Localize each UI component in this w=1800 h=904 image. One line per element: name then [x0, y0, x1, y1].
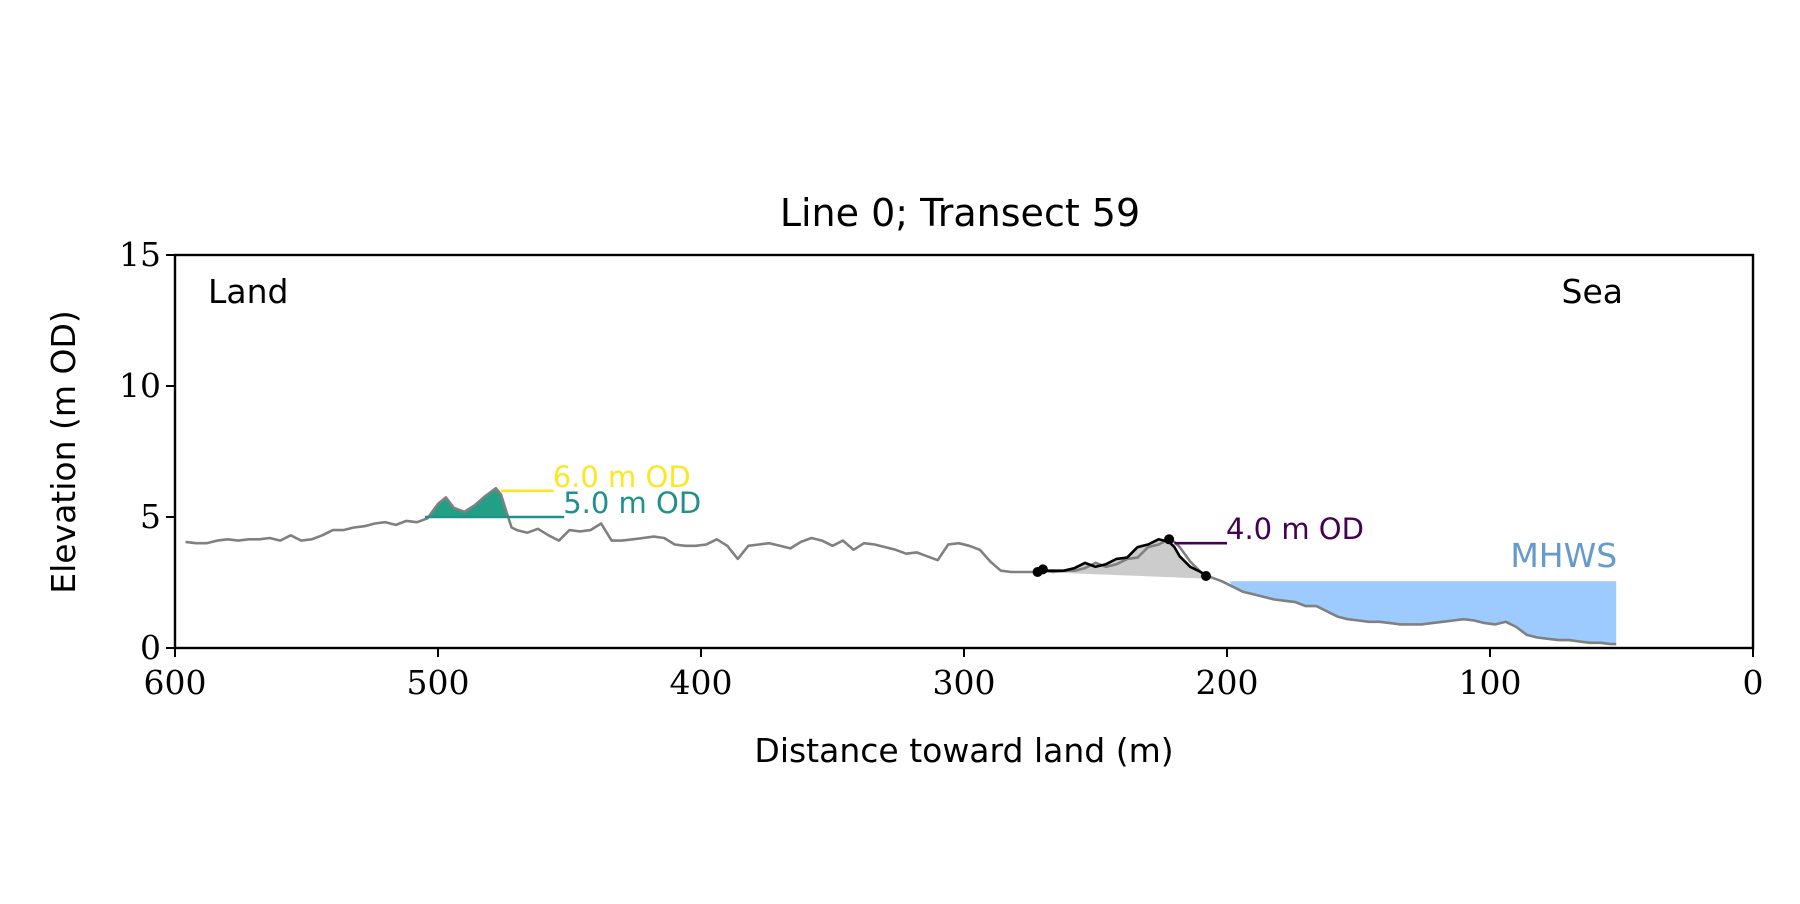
y-tick-label-10: 10 [119, 366, 161, 405]
y-tick-label-5: 5 [140, 497, 161, 536]
x-tick-label-300: 300 [933, 663, 996, 702]
x-tick-label-500: 500 [407, 663, 470, 702]
x-axis-label: Distance toward land (m) [754, 731, 1173, 770]
level-label-3: 4.0 m OD [1226, 512, 1364, 546]
selected-marker-3 [1164, 534, 1175, 545]
selected-marker-4 [1201, 571, 1211, 581]
x-tick-label-200: 200 [1196, 663, 1259, 702]
level-label-2: 5.0 m OD [563, 486, 701, 520]
land-label: Land [208, 272, 288, 311]
x-axis: 600 500 400 300 200 100 0 [144, 648, 1764, 702]
sea-label: Sea [1562, 272, 1623, 311]
selected-marker-2 [1037, 564, 1048, 575]
x-tick-label-400: 400 [670, 663, 733, 702]
chart-title: Line 0; Transect 59 [780, 191, 1140, 235]
y-tick-label-15: 15 [119, 235, 161, 274]
selected-segment-line [1037, 537, 1207, 578]
y-tick-label-0: 0 [140, 628, 161, 667]
plot-area: 6.0 m OD5.0 m OD 4.0 m OD MHWS [185, 460, 1617, 646]
mhws-water-fill [1229, 581, 1617, 645]
mhws-label: MHWS [1510, 536, 1617, 575]
x-tick-label-600: 600 [144, 663, 207, 702]
x-tick-label-100: 100 [1459, 663, 1522, 702]
y-axis-label: Elevation (m OD) [44, 310, 83, 594]
level-label-1: 6.0 m OD [553, 460, 691, 494]
profile-line [185, 486, 1617, 646]
dune-fill-5m [427, 488, 509, 517]
y-axis: 0 5 10 15 [119, 235, 175, 667]
x-tick-label-0: 0 [1743, 663, 1764, 702]
